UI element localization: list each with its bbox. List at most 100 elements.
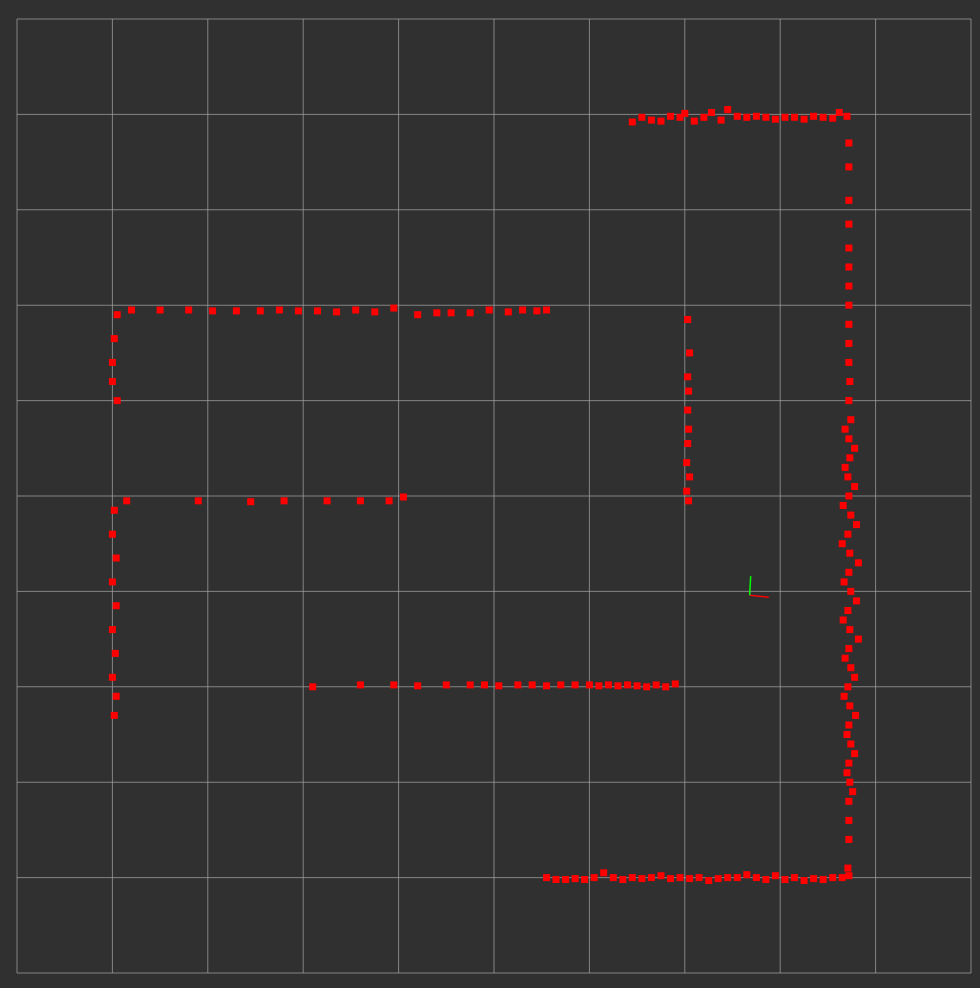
scan-point [714,875,722,883]
scan-point [543,682,550,690]
scan-point [845,339,853,347]
scan-point [185,306,193,314]
scan-point [485,306,493,314]
scan-point [685,387,693,395]
scan-point [466,309,474,317]
scan-point [657,872,665,880]
scan-point [852,711,860,719]
scan-point [683,487,691,495]
scan-point [845,492,853,500]
scan-point [685,497,693,505]
scan-point [838,540,846,548]
scan-point [647,874,655,882]
scan-point [671,680,679,688]
scan-point [605,681,612,689]
scan-point [845,816,853,824]
scan-point [851,444,859,452]
scan-point [681,109,689,117]
scan-point [385,497,393,505]
scan-point [112,554,120,562]
scan-point [514,681,522,689]
scan-point [762,876,770,883]
scan-point [390,304,398,312]
scan-point [686,875,694,883]
scan-point [685,425,693,433]
scan-point [414,311,422,319]
scan-point [845,435,853,443]
scan-point [839,502,847,509]
scan-point [112,602,120,610]
scan-point [123,497,131,505]
scan-point [847,740,855,748]
scan-point [628,874,636,882]
scan-point [638,113,646,121]
scan-point [495,682,503,690]
scan-point [638,875,646,883]
laser-scan-points [108,106,862,884]
scan-point [845,835,853,843]
scan-point [810,875,818,883]
scan-point [466,681,474,689]
scan-point [851,673,859,681]
scan-point [843,731,851,738]
scan-point [232,307,240,315]
scan-point [585,681,593,689]
scan-point [845,568,853,576]
scan-point [581,876,589,883]
scan-point [528,681,536,689]
frame-y-axis [748,576,752,596]
scan-point [841,654,849,662]
scan-point [841,463,849,471]
scan-point [686,349,694,357]
scan-point [643,683,651,691]
scan-point [845,797,853,805]
scan-point [724,874,732,882]
scan-point [447,309,455,317]
scan-point [752,874,760,882]
scan-point [845,320,853,328]
scan-point [845,244,853,252]
scan-point [156,306,164,314]
scan-point [853,597,860,605]
scan-point [113,311,121,319]
scan-point [108,530,116,538]
scan-point [684,373,692,381]
scan-point [571,875,579,883]
scan-point [247,498,255,506]
scan-point [600,869,608,877]
scan-point [844,530,852,538]
scan-point [609,874,617,882]
scan-point [614,682,622,690]
scan-point [829,874,837,882]
scan-point [771,872,779,880]
scan-point [504,308,512,316]
scan-point [846,778,854,786]
scan-point [851,750,859,758]
scan-point [845,163,853,171]
scan-point [399,493,407,501]
robot-frame-axes [748,576,769,598]
scan-point [762,113,770,121]
scan-point [838,874,846,882]
scan-point [854,559,862,567]
scan-point [110,506,118,514]
scan-point [194,497,202,505]
scan-point [845,139,853,147]
scan-point [743,871,751,879]
reference-grid [16,18,972,974]
scan-point [854,635,862,643]
scan-point [209,307,217,315]
scan-point [743,113,751,121]
scan-point [841,425,849,433]
scan-point [128,306,135,314]
scan-point [791,113,798,121]
scan-point [595,682,603,690]
scan-point [294,307,302,315]
scan-point [733,112,741,120]
scan-point [533,307,541,315]
scan-point [695,874,703,882]
scan-point [840,692,848,700]
scan-point [110,335,118,343]
